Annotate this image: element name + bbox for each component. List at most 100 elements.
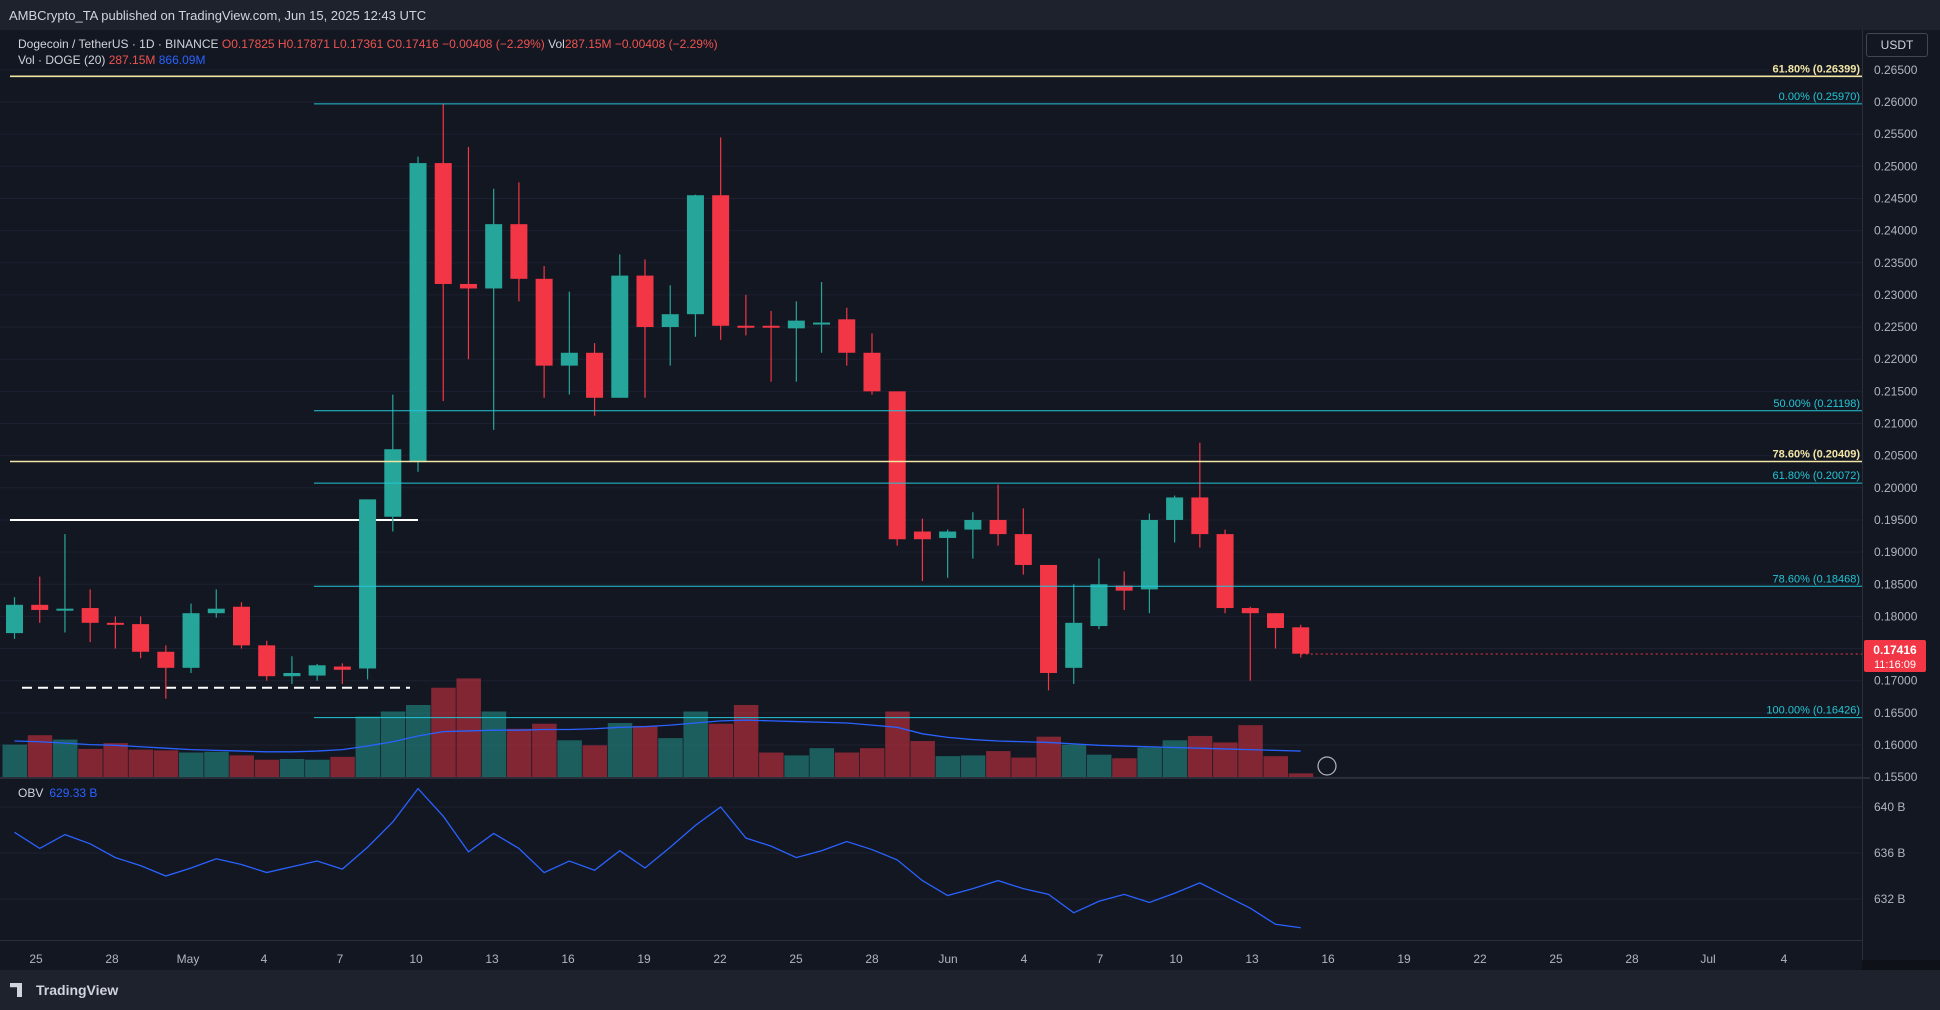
price-tick-label: 0.18000 xyxy=(1874,609,1918,623)
time-tick-label: 4 xyxy=(1021,952,1028,966)
price-tick-label: 0.26000 xyxy=(1874,95,1918,109)
price-tick-label: 0.25000 xyxy=(1874,159,1918,173)
volume-bar xyxy=(1011,757,1036,777)
candle-body xyxy=(838,319,856,353)
currency-button[interactable]: USDT xyxy=(1866,33,1928,57)
candle-body xyxy=(232,606,250,646)
volume-bar xyxy=(733,705,759,777)
tradingview-logo[interactable]: TradingView xyxy=(10,982,118,998)
candle-body xyxy=(661,314,679,328)
price-tick-label: 0.16000 xyxy=(1874,738,1918,752)
volume-bar xyxy=(708,723,734,777)
price-tick-label: 0.22500 xyxy=(1874,320,1918,334)
fib-level-label: 78.60% (0.18468) xyxy=(1773,573,1860,585)
candle-body xyxy=(81,608,99,623)
fib-level-label: 78.60% (0.20409) xyxy=(1773,449,1861,461)
time-tick-label: 10 xyxy=(409,952,423,966)
symbol-title[interactable]: Dogecoin / TetherUS · 1D · BINANCE xyxy=(18,37,219,51)
time-tick-label: 4 xyxy=(261,952,268,966)
price-tick-label: 0.19000 xyxy=(1874,545,1918,559)
volume-bar xyxy=(254,759,280,777)
time-tick-label: 28 xyxy=(105,952,119,966)
price-tick-label: 0.21500 xyxy=(1874,384,1918,398)
obv-label[interactable]: OBV xyxy=(18,786,44,800)
volume-bar xyxy=(506,728,532,777)
price-axis[interactable] xyxy=(1862,30,1940,960)
volume-bar xyxy=(809,748,835,777)
candle-body xyxy=(964,519,982,530)
candle-body xyxy=(686,195,704,315)
volume-bar xyxy=(1061,744,1087,777)
volume-bar xyxy=(658,738,683,777)
candle-body xyxy=(560,352,578,366)
price-tick-label: 0.16500 xyxy=(1874,706,1918,720)
candle-body xyxy=(1140,519,1158,590)
candle-body xyxy=(787,320,805,329)
time-tick-label: 25 xyxy=(29,952,43,966)
candle-body xyxy=(510,224,528,279)
candle-body xyxy=(207,608,225,614)
volume-bar xyxy=(481,711,507,777)
candle-body xyxy=(459,283,477,289)
price-tick-label: 0.21000 xyxy=(1874,417,1918,431)
candle-body xyxy=(913,531,931,540)
volume-bar xyxy=(1213,742,1238,777)
lightning-icon xyxy=(1317,756,1337,776)
time-tick-label: 13 xyxy=(485,952,499,966)
price-tick-label: 0.20000 xyxy=(1874,481,1918,495)
price-tick-label: 0.23500 xyxy=(1874,256,1918,270)
time-tick-label: 7 xyxy=(1097,952,1104,966)
volume-bar xyxy=(859,748,885,777)
candle-body xyxy=(6,604,23,634)
fib-level-label: 50.00% (0.21198) xyxy=(1773,398,1860,410)
time-tick-label: Jul xyxy=(1700,952,1715,966)
volume-bar xyxy=(1162,740,1188,777)
candle-body xyxy=(762,325,780,328)
candle-body xyxy=(308,665,326,676)
candle-body xyxy=(888,391,906,540)
candle-body xyxy=(485,224,503,289)
volume-bar xyxy=(1086,754,1112,777)
fib-level-label: 61.80% (0.20072) xyxy=(1773,470,1860,482)
price-tick-label: 0.15500 xyxy=(1874,770,1918,784)
volume-bar xyxy=(532,723,557,777)
volume-bar xyxy=(885,711,910,777)
time-axis[interactable] xyxy=(0,940,1862,971)
candle-body xyxy=(813,322,831,325)
candle-body xyxy=(712,195,730,326)
candle-body xyxy=(1292,627,1310,654)
volume-bar xyxy=(305,759,330,777)
volume-bar xyxy=(960,755,986,777)
time-tick-label: 7 xyxy=(337,952,344,966)
volume-bar xyxy=(834,752,860,777)
candle-body xyxy=(258,645,276,677)
candle-body xyxy=(586,352,604,398)
time-tick-label: 13 xyxy=(1245,952,1259,966)
candle-body xyxy=(939,531,957,538)
price-tick-label: 0.23000 xyxy=(1874,288,1918,302)
fib-level-label: 61.80% (0.26399) xyxy=(1773,63,1861,75)
volume-bar xyxy=(1238,725,1263,777)
obv-line xyxy=(14,787,1301,929)
time-tick-label: 28 xyxy=(1625,952,1639,966)
ohlc-values: O0.17825 H0.17871 L0.17361 C0.17416 −0.0… xyxy=(221,37,545,51)
volume-bar xyxy=(582,745,608,777)
price-tick-label: 0.25500 xyxy=(1874,127,1918,141)
volume-bar xyxy=(1187,735,1213,777)
candle-body xyxy=(1241,608,1259,614)
chart-area[interactable] xyxy=(0,30,1870,960)
volume-bar xyxy=(2,744,27,777)
volume-label[interactable]: Vol · DOGE (20) xyxy=(18,53,106,67)
volume-bar xyxy=(103,743,128,777)
fib-level-label: 0.00% (0.25970) xyxy=(1779,91,1860,103)
volume-value: 287.15M xyxy=(108,53,156,67)
price-tick-label: 0.24500 xyxy=(1874,191,1918,205)
volume-bar xyxy=(52,739,78,777)
time-tick-label: 22 xyxy=(713,952,727,966)
time-tick-label: 28 xyxy=(865,952,879,966)
volume-bar xyxy=(406,705,431,777)
volume-bar xyxy=(1263,756,1288,777)
candles xyxy=(6,103,1310,699)
volume-bar xyxy=(683,711,708,777)
